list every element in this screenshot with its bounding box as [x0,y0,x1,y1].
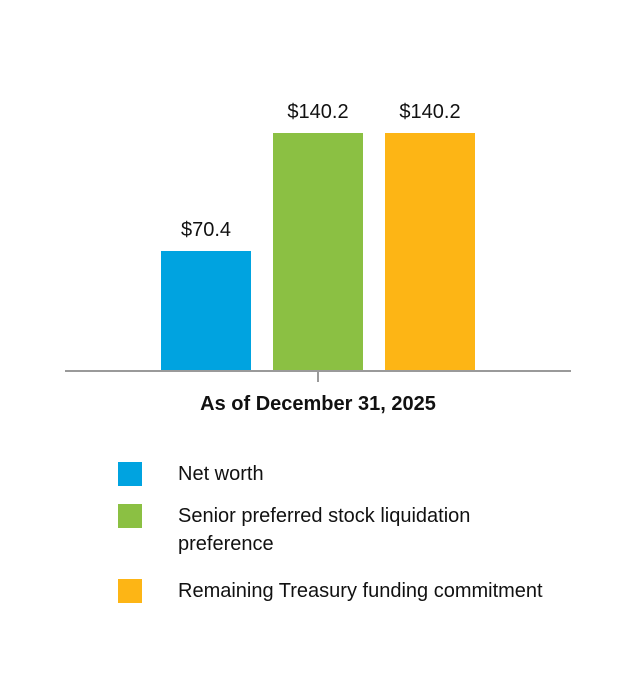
bar-senior-preferred [273,133,363,370]
x-category-label: As of December 31, 2025 [200,393,436,415]
legend-label: Net worth [178,463,264,485]
bar-value-label: $140.2 [399,101,460,123]
bars-group [161,133,475,370]
bar-treasury-commitment [385,133,475,370]
bar-value-label: $140.2 [287,101,348,123]
legend: Net worth Senior preferred stock liquida… [118,460,598,619]
legend-label: Senior preferred stock liquidation prefe… [178,505,471,555]
legend-swatch [118,504,142,528]
legend-item-senior-preferred: Senior preferred stock liquidation prefe… [118,502,598,558]
legend-item-treasury-commitment: Remaining Treasury funding commitment [118,577,598,605]
legend-swatch [118,462,142,486]
bar-net-worth [161,250,251,370]
bar-value-label: $70.4 [181,219,231,241]
bar-chart: $70.4 $140.2 $140.2 As of December 31, 202… [65,101,571,415]
legend-label: Remaining Treasury funding commitment [178,580,543,602]
value-labels-group: $70.4 $140.2 $140.2 [181,101,461,241]
legend-swatch [118,579,142,603]
legend-item-net-worth: Net worth [118,460,598,488]
